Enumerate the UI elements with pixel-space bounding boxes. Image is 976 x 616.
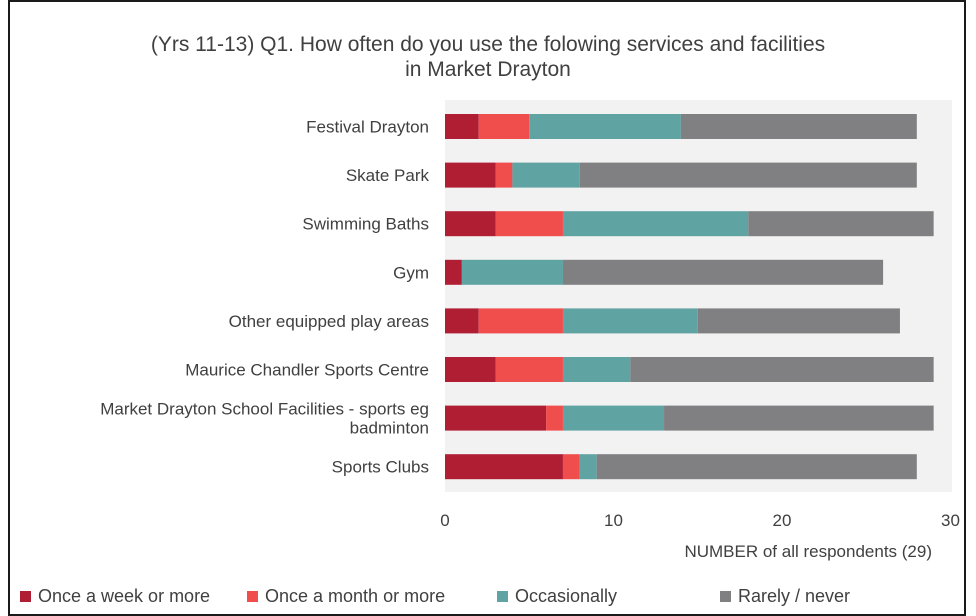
category-label-line: Skate Park bbox=[346, 166, 430, 185]
category-label-line: Sports Clubs bbox=[332, 458, 429, 477]
legend-swatch bbox=[497, 591, 508, 602]
x-axis-tick-labels: 0 10 20 30 bbox=[440, 511, 960, 530]
bar-maurice-chandler-sports-centre-once-a-week-or-more bbox=[445, 357, 496, 382]
bar-other-equipped-play-areas-once-a-month-or-more bbox=[478, 308, 563, 334]
bar-sports-clubs-occasionally bbox=[579, 454, 597, 480]
bar-market-drayton-school-facilities-sports-eg-badminton-once-a-month-or-more bbox=[546, 405, 563, 431]
category-label-line: badminton bbox=[350, 419, 429, 438]
category-label-sports-clubs: Sports Clubs bbox=[332, 458, 429, 477]
category-label-festival-drayton: Festival Drayton bbox=[306, 118, 429, 137]
bar-festival-drayton-rarely-never bbox=[680, 114, 917, 139]
bar-market-drayton-school-facilities-sports-eg-badminton-once-a-week-or-more bbox=[445, 405, 547, 431]
bar-sports-clubs-once-a-week-or-more bbox=[445, 454, 563, 480]
category-label-maurice-chandler-sports-centre: Maurice Chandler Sports Centre bbox=[185, 361, 429, 380]
bar-gym-occasionally bbox=[461, 259, 563, 285]
bar-skate-park-rarely-never bbox=[579, 162, 917, 188]
bar-maurice-chandler-sports-centre-occasionally bbox=[562, 357, 631, 382]
chart-title-line-1: (Yrs 11-13) Q1. How often do you use the… bbox=[150, 33, 826, 56]
legend-label: Occasionally bbox=[515, 586, 618, 606]
category-label-line: Maurice Chandler Sports Centre bbox=[185, 361, 429, 380]
category-labels: Festival Drayton Skate Park Swimming Baths… bbox=[100, 118, 429, 477]
category-label-line: Swimming Baths bbox=[302, 215, 429, 234]
bar-sports-clubs-rarely-never bbox=[596, 454, 917, 480]
x-tick-label: 10 bbox=[604, 511, 623, 530]
bar-swimming-baths-occasionally bbox=[562, 211, 749, 237]
bar-festival-drayton-once-a-month-or-more bbox=[478, 114, 530, 139]
bar-maurice-chandler-sports-centre-rarely-never bbox=[630, 357, 934, 382]
bar-sports-clubs-once-a-month-or-more bbox=[562, 454, 580, 480]
bar-other-equipped-play-areas-once-a-week-or-more bbox=[445, 308, 479, 334]
plot-area bbox=[445, 100, 952, 492]
legend-item-rarely-never: Rarely / never bbox=[720, 586, 850, 607]
bar-swimming-baths-once-a-month-or-more bbox=[495, 211, 563, 237]
category-label-line: Market Drayton School Facilities - sport… bbox=[100, 400, 429, 419]
x-tick-label: 0 bbox=[440, 511, 449, 530]
x-axis-title: NUMBER of all respondents (29) bbox=[684, 542, 932, 561]
legend-label: Once a month or more bbox=[265, 586, 446, 606]
chart-title: (Yrs 11-13) Q1. How often do you use the… bbox=[0, 32, 976, 82]
category-label-line: Gym bbox=[393, 263, 429, 282]
bar-maurice-chandler-sports-centre-once-a-month-or-more bbox=[495, 357, 563, 382]
bar-gym-rarely-never bbox=[562, 259, 884, 285]
legend: Once a week or more Once a month or more O… bbox=[20, 586, 970, 610]
legend-swatch bbox=[20, 591, 31, 602]
bar-swimming-baths-once-a-week-or-more bbox=[445, 211, 496, 237]
category-label-skate-park: Skate Park bbox=[346, 166, 430, 185]
bar-other-equipped-play-areas-rarely-never bbox=[697, 308, 900, 334]
bar-festival-drayton-once-a-week-or-more bbox=[445, 114, 479, 139]
category-label-line: Other equipped play areas bbox=[229, 312, 429, 331]
bar-swimming-baths-rarely-never bbox=[748, 211, 934, 237]
bar-festival-drayton-occasionally bbox=[529, 114, 681, 139]
legend-swatch bbox=[247, 591, 258, 602]
legend-item-occasionally: Occasionally bbox=[497, 586, 617, 607]
bar-skate-park-once-a-week-or-more bbox=[445, 162, 496, 188]
bars-group bbox=[445, 114, 934, 480]
category-label-gym: Gym bbox=[393, 263, 429, 282]
bar-skate-park-once-a-month-or-more bbox=[495, 162, 513, 188]
legend-label: Once a week or more bbox=[38, 586, 211, 606]
category-label-line: Festival Drayton bbox=[306, 118, 429, 137]
bar-market-drayton-school-facilities-sports-eg-badminton-rarely-never bbox=[664, 405, 934, 431]
category-label-swimming-baths: Swimming Baths bbox=[302, 215, 429, 234]
x-tick-label: 30 bbox=[941, 511, 960, 530]
bar-skate-park-occasionally bbox=[512, 162, 580, 188]
legend-label: Rarely / never bbox=[738, 586, 851, 606]
category-label-other-equipped-play-areas: Other equipped play areas bbox=[229, 312, 429, 331]
x-tick-label: 20 bbox=[773, 511, 792, 530]
legend-item-once-a-week-or-more: Once a week or more bbox=[20, 586, 210, 607]
bar-gym-once-a-week-or-more bbox=[445, 259, 462, 285]
bar-other-equipped-play-areas-occasionally bbox=[562, 308, 698, 334]
chart-title-line-2: in Market Drayton bbox=[405, 58, 571, 81]
legend-item-once-a-month-or-more: Once a month or more bbox=[247, 586, 445, 607]
category-label-market-drayton-school-facilities-sports-eg-badminton: Market Drayton School Facilities - sport… bbox=[100, 400, 429, 438]
legend-swatch bbox=[720, 591, 731, 602]
bar-market-drayton-school-facilities-sports-eg-badminton-occasionally bbox=[562, 405, 665, 431]
